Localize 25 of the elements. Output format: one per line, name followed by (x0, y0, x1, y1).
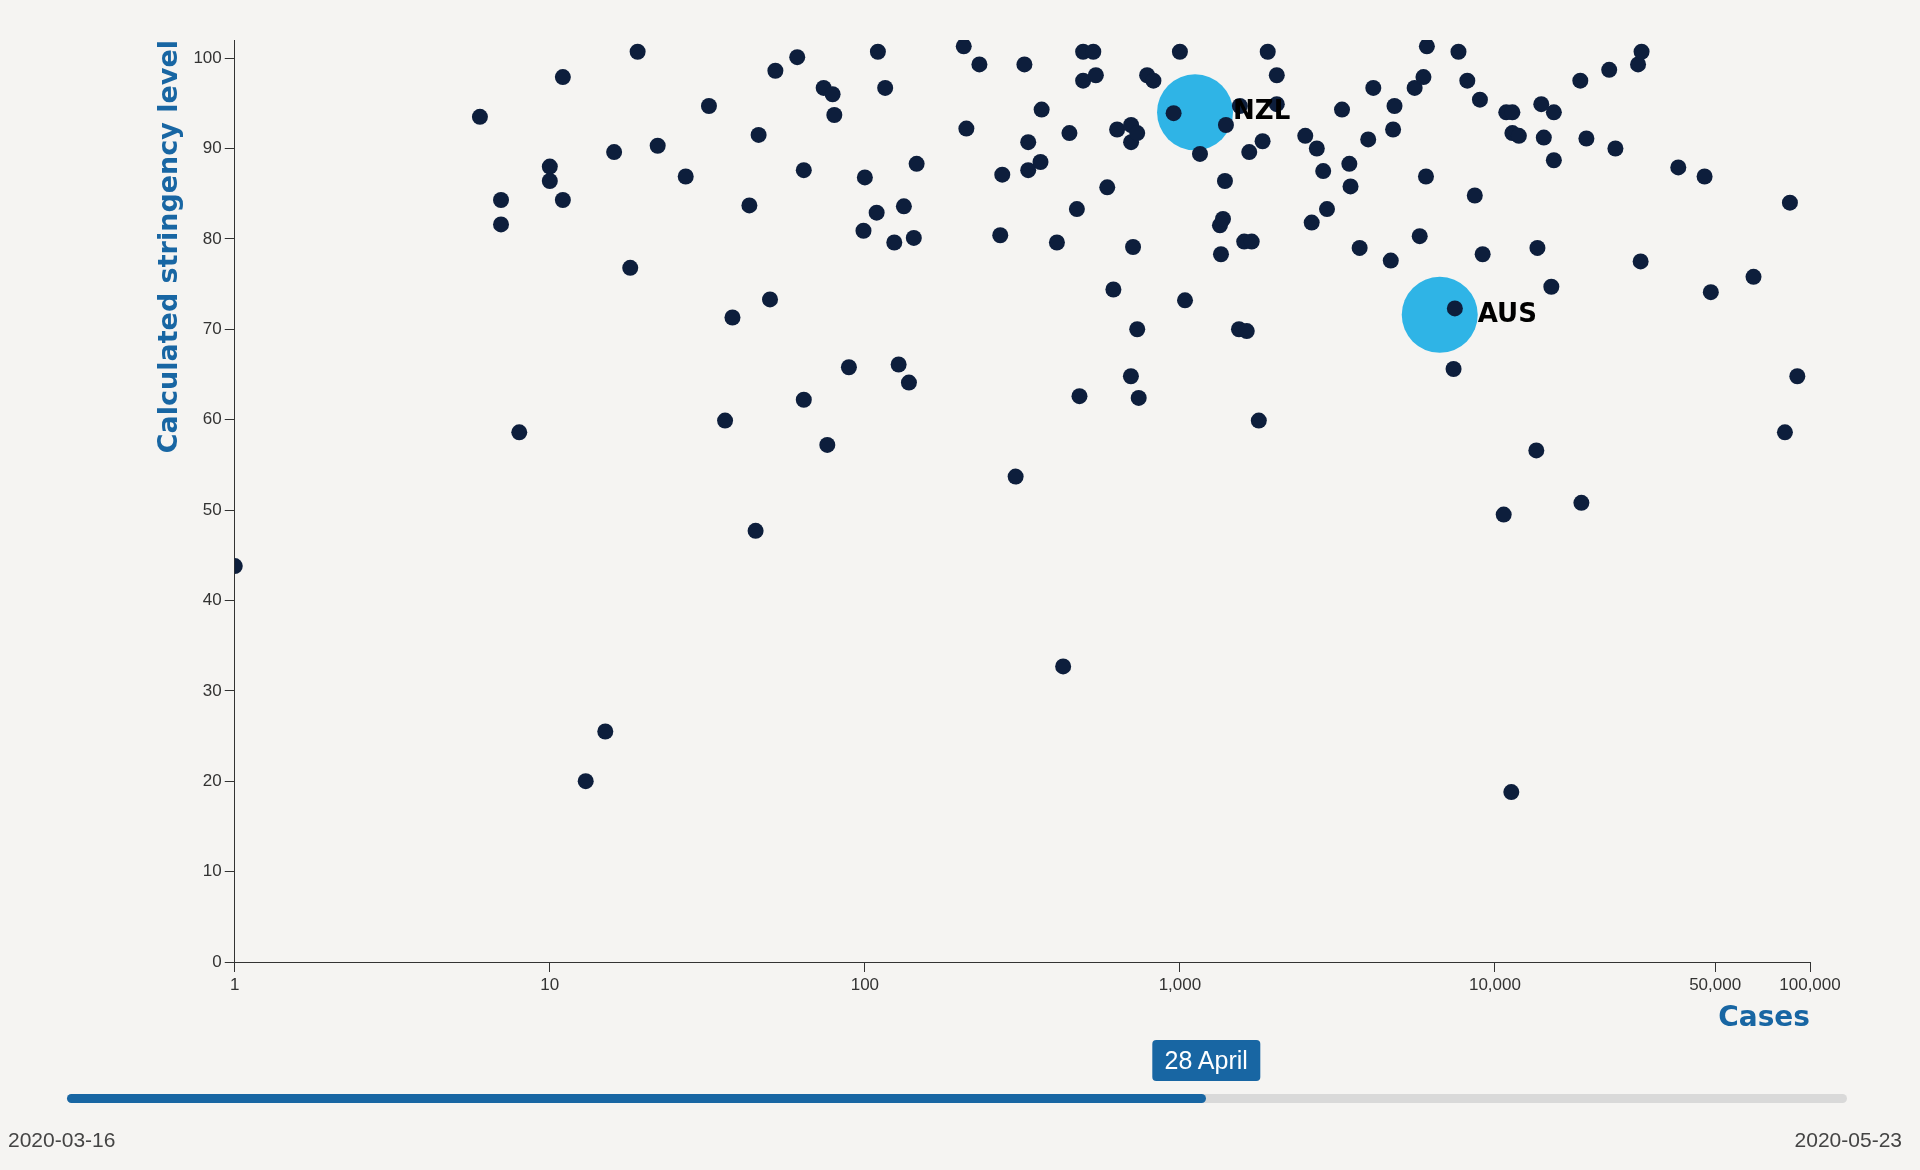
y-tick-label: 10 (202, 861, 222, 881)
annotation: AUS (1477, 297, 1537, 328)
y-tick-label: 70 (202, 318, 222, 338)
y-axis-title: Calculated stringency level (152, 40, 184, 454)
annotation: NZL (1233, 95, 1291, 126)
text: 2020-03-16 (8, 1128, 116, 1152)
y-tick-label: 60 (202, 409, 222, 429)
text: 28 April (1152, 1040, 1260, 1081)
x-tick-label: 100 (850, 974, 880, 994)
y-tick-label: 40 (202, 590, 222, 610)
x-tick-label: 100,000 (1779, 974, 1841, 994)
x-axis-title: Cases (1718, 1000, 1810, 1034)
y-tick-label: 0 (212, 951, 222, 971)
text: 2020-05-23 (1794, 1128, 1902, 1152)
x-tick-label: 1 (230, 974, 240, 994)
y-tick-label: 100 (193, 47, 222, 67)
x-tick-label: 10,000 (1468, 974, 1521, 994)
y-tick-label: 90 (202, 138, 222, 158)
x-tick-label: 10 (540, 974, 560, 994)
x-tick-label: 1,000 (1158, 974, 1202, 994)
y-tick-label: 50 (202, 499, 222, 519)
y-tick-label: 20 (202, 770, 222, 790)
y-tick-label: 80 (202, 228, 222, 248)
y-tick-label: 30 (202, 680, 222, 700)
x-tick-label: 50,000 (1689, 974, 1742, 994)
